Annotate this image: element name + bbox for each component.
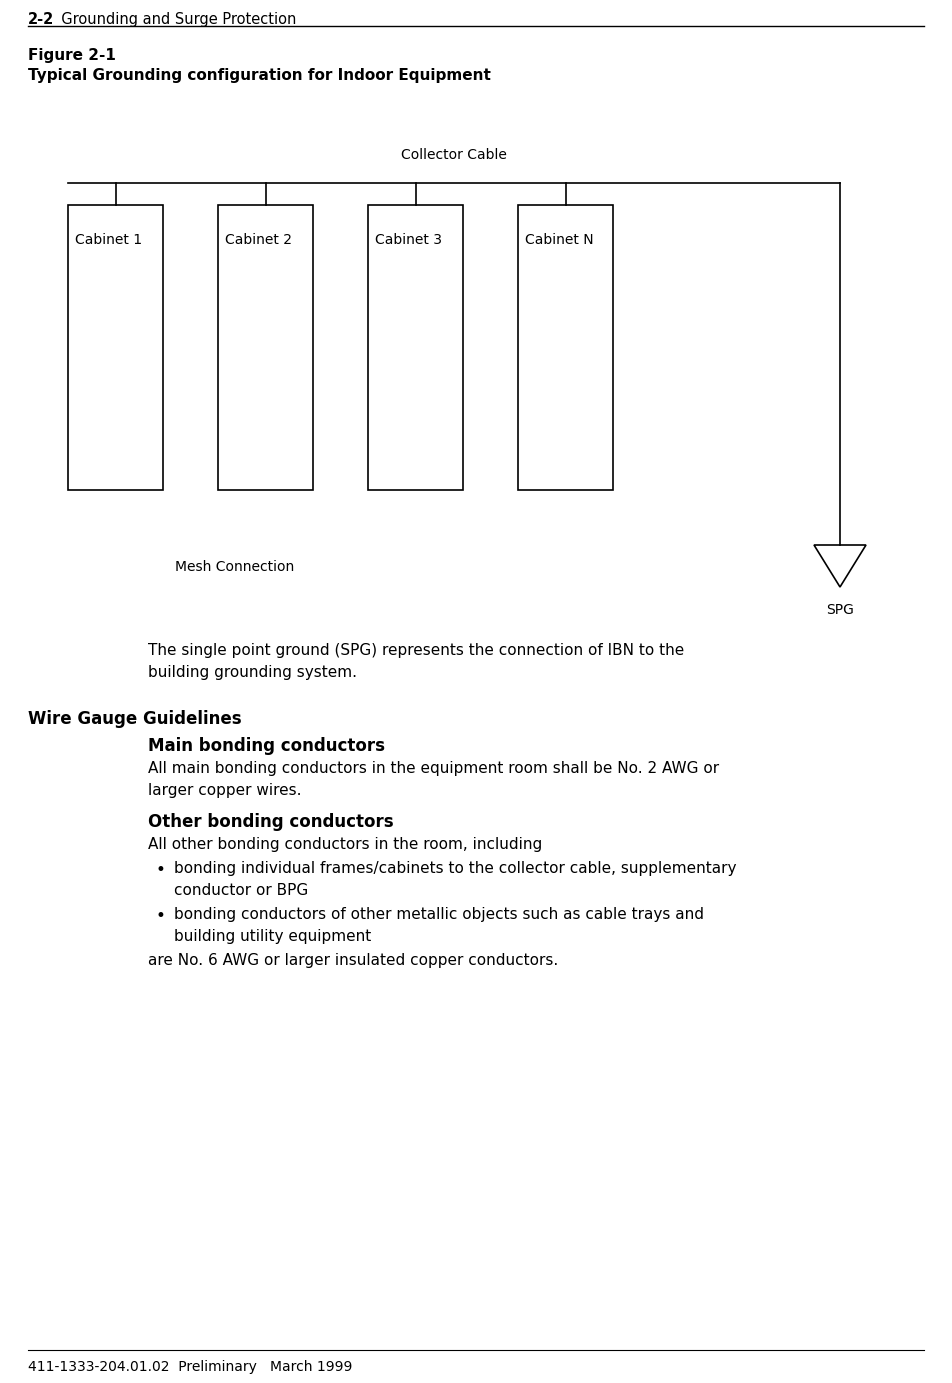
Bar [218, 205, 313, 490]
Text: are No. 6 AWG or larger insulated copper conductors.: are No. 6 AWG or larger insulated copper… [148, 953, 558, 968]
Text: Figure 2-1: Figure 2-1 [28, 48, 116, 64]
Text: All main bonding conductors in the equipment room shall be No. 2 AWG or: All main bonding conductors in the equip… [148, 761, 719, 776]
Bar [368, 205, 463, 490]
Text: Main bonding conductors: Main bonding conductors [148, 737, 385, 755]
Text: Collector Cable: Collector Cable [401, 148, 506, 162]
Bar [518, 205, 613, 490]
Text: Cabinet 1: Cabinet 1 [75, 232, 142, 248]
Text: Cabinet 2: Cabinet 2 [225, 232, 292, 248]
Text: All other bonding conductors in the room, including: All other bonding conductors in the room… [148, 837, 543, 852]
Text: building utility equipment: building utility equipment [174, 929, 371, 945]
Text: SPG: SPG [826, 603, 854, 617]
Text: bonding conductors of other metallic objects such as cable trays and: bonding conductors of other metallic obj… [174, 907, 704, 922]
Text: Typical Grounding configuration for Indoor Equipment: Typical Grounding configuration for Indo… [28, 68, 491, 83]
Text: The single point ground (SPG) represents the connection of IBN to the: The single point ground (SPG) represents… [148, 643, 684, 658]
Text: Mesh Connection: Mesh Connection [175, 560, 294, 574]
Text: bonding individual frames/cabinets to the collector cable, supplementary: bonding individual frames/cabinets to th… [174, 862, 737, 875]
Text: Other bonding conductors: Other bonding conductors [148, 813, 393, 831]
Text: 2-2: 2-2 [28, 12, 54, 28]
Text: conductor or BPG: conductor or BPG [174, 882, 308, 898]
Polygon shape [814, 545, 866, 586]
Text: building grounding system.: building grounding system. [148, 665, 357, 680]
Text: •: • [156, 907, 166, 925]
Text: Cabinet 3: Cabinet 3 [375, 232, 442, 248]
Text: Grounding and Surge Protection: Grounding and Surge Protection [52, 12, 296, 28]
Text: larger copper wires.: larger copper wires. [148, 783, 302, 798]
Bar [68, 205, 163, 490]
Text: 411-1333-204.01.02  Preliminary   March 1999: 411-1333-204.01.02 Preliminary March 199… [28, 1359, 352, 1373]
Text: Cabinet N: Cabinet N [525, 232, 594, 248]
Text: •: • [156, 862, 166, 880]
Text: Wire Gauge Guidelines: Wire Gauge Guidelines [28, 709, 242, 727]
